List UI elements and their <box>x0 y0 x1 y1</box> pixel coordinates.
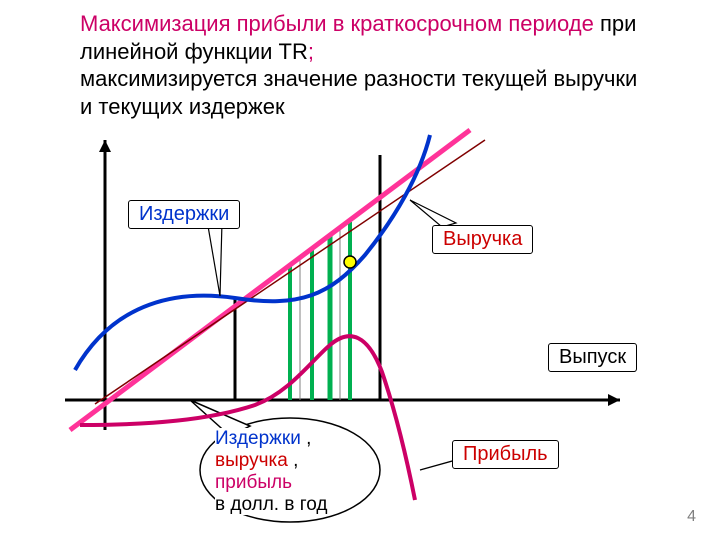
revenue-label: Выручка <box>432 225 533 254</box>
vertical-guide-lines <box>235 155 380 400</box>
axis-note-l3a: в долл. в год <box>215 494 327 515</box>
axes <box>65 140 620 430</box>
cost-label-callout <box>208 222 222 296</box>
page-number: 4 <box>687 508 696 526</box>
axis-note-l1b: , <box>293 450 298 471</box>
diagram-svg <box>0 0 720 540</box>
revenue-label-callout <box>410 200 456 227</box>
x-axis-arrow-icon <box>608 394 620 406</box>
cost-label: Издержки <box>128 200 240 229</box>
axis-note-l1a: выручка <box>215 450 293 471</box>
axis-note-l2a: прибыль <box>215 472 292 493</box>
profit-label: Прибыль <box>452 440 559 469</box>
cost-curve <box>75 135 430 370</box>
tangent-point-marker <box>344 256 356 268</box>
output-label: Выпуск <box>548 343 637 372</box>
revenue-line <box>70 130 470 430</box>
axis-note-l0b: , <box>306 428 311 449</box>
axis-note-l0a: Издержки <box>215 428 306 449</box>
y-axis-arrow-icon <box>99 140 111 152</box>
axis-note: Издержки , выручка , прибыль в долл. в г… <box>215 428 327 515</box>
